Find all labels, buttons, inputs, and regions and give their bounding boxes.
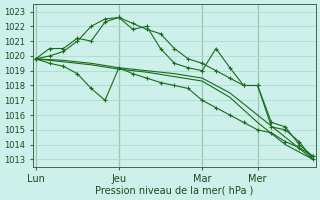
X-axis label: Pression niveau de la mer( hPa ): Pression niveau de la mer( hPa )	[95, 186, 253, 196]
